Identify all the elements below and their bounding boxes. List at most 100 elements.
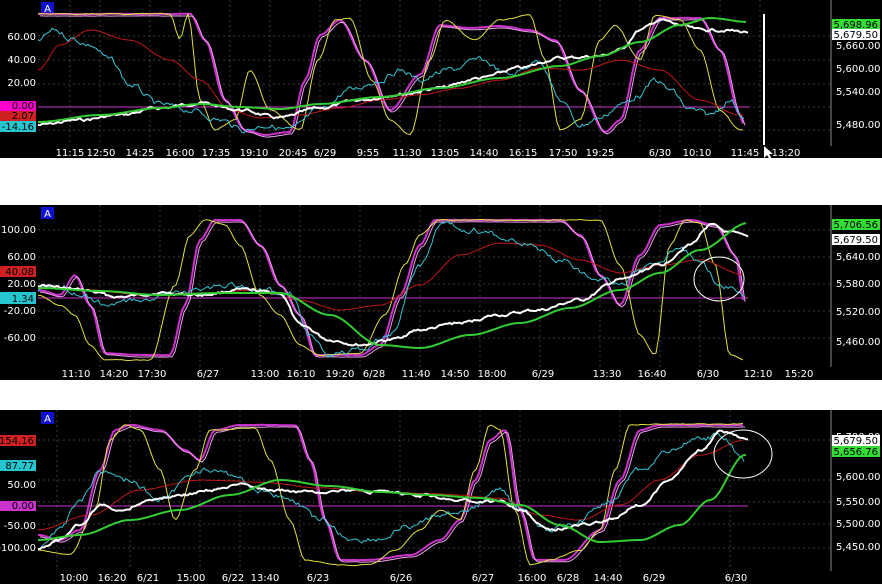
chart-panel-2: A 100.00 60.00 20.00 -20.00 -60.00 5,640.00 5,5… bbox=[0, 205, 882, 380]
x-tick-label: 16:20 bbox=[98, 573, 127, 584]
left-marker-red: 40.08 bbox=[5, 267, 34, 278]
x-tick-label: 17:50 bbox=[549, 148, 578, 158]
panel-badge-label: A bbox=[44, 4, 51, 15]
right-marker-price-bg bbox=[832, 435, 880, 446]
chart-panel-3: A100.0050.00-50.00-100.005,700.005,600.0… bbox=[0, 410, 882, 584]
x-tick-label: 16:40 bbox=[638, 369, 667, 380]
right-tick-label: 5,660.00 bbox=[836, 41, 881, 52]
x-tick-label: 13:00 bbox=[251, 369, 280, 380]
series-trend-ma bbox=[38, 17, 747, 123]
x-tick-label: 6/26 bbox=[390, 573, 412, 584]
chart-panel-1-canvas: A60.0040.0020.00-40.005,660.005,600.005,… bbox=[0, 0, 881, 158]
x-tick-label: 15:00 bbox=[177, 573, 206, 584]
circle-annotation bbox=[713, 429, 773, 479]
x-tick-label: 18:00 bbox=[478, 369, 507, 380]
panel-badge-bg bbox=[41, 412, 54, 424]
right-marker-green: 5,706.56 bbox=[833, 220, 878, 231]
x-tick-label: 14:20 bbox=[100, 369, 129, 380]
right-tick-label: 5,600.00 bbox=[836, 472, 881, 483]
x-tick-label: 15:20 bbox=[785, 369, 814, 380]
right-marker-green: 5,698.96 bbox=[833, 20, 878, 31]
right-marker-green-bg bbox=[832, 19, 880, 30]
x-tick-label: 6/30 bbox=[725, 573, 747, 584]
right-tick-label: 5,550.00 bbox=[836, 497, 881, 508]
left-marker-red: 154.16 bbox=[0, 436, 34, 447]
x-tick-label: 6/28 bbox=[557, 573, 579, 584]
x-tick-label: 9:55 bbox=[357, 148, 379, 158]
left-tick-label: 20.00 bbox=[7, 78, 36, 89]
x-tick-label: 13:40 bbox=[251, 573, 280, 584]
panel-badge-label: A bbox=[44, 414, 51, 425]
x-tick-label: 16:15 bbox=[509, 148, 538, 158]
series-moving-average bbox=[37, 29, 744, 119]
x-tick-label: 13:20 bbox=[772, 148, 801, 158]
right-tick-label: 5,450.00 bbox=[836, 542, 881, 553]
left-marker-zero-bg bbox=[0, 501, 36, 511]
panel-badge-bg bbox=[41, 207, 54, 219]
left-marker-zero-bg bbox=[0, 101, 36, 111]
x-tick-label: 16:00 bbox=[518, 573, 547, 584]
x-tick-label: 11:10 bbox=[62, 369, 91, 380]
left-tick-label: -60.00 bbox=[4, 333, 36, 344]
series-oscillator bbox=[37, 432, 745, 550]
left-marker-red-bg bbox=[0, 266, 36, 277]
panel-badge-bg bbox=[41, 2, 54, 14]
left-marker-cyan-bg bbox=[0, 292, 36, 304]
x-tick-label: 11:45 bbox=[731, 148, 760, 158]
left-marker-cyan: 1.34 bbox=[12, 294, 34, 305]
x-tick-label: 11:30 bbox=[393, 148, 422, 158]
right-tick-label: 5,580.00 bbox=[836, 279, 881, 290]
x-tick-label: 13:30 bbox=[593, 369, 622, 380]
right-marker-price: 5,679.50 bbox=[833, 235, 878, 246]
right-tick-label: 5,600.00 bbox=[836, 64, 881, 75]
series-stoch-slow bbox=[37, 423, 744, 562]
left-tick-label: 40.00 bbox=[7, 55, 36, 66]
right-tick-label: 5,520.00 bbox=[836, 307, 881, 318]
x-tick-label: 6/29 bbox=[314, 148, 336, 158]
left-marker-red-bg bbox=[0, 111, 36, 121]
x-tick-label: 6/28 bbox=[363, 369, 385, 380]
series-stoch-signal bbox=[39, 221, 746, 358]
x-tick-label: 10:00 bbox=[60, 573, 89, 584]
left-tick-label: 50.00 bbox=[7, 480, 36, 491]
series-oscillator bbox=[37, 221, 745, 358]
series-trend-ma bbox=[37, 454, 747, 543]
series-trend-ma bbox=[38, 222, 747, 349]
x-tick-label: 11:15 bbox=[56, 148, 85, 158]
right-tick-label: 5,500.00 bbox=[836, 519, 881, 530]
x-tick-label: 16:00 bbox=[166, 148, 195, 158]
x-tick-label: 6/29 bbox=[532, 369, 554, 380]
series-stoch-slow bbox=[37, 218, 744, 357]
x-tick-label: 17:30 bbox=[138, 369, 167, 380]
right-marker-price-bg bbox=[832, 29, 880, 40]
left-tick-label: 60.00 bbox=[7, 252, 36, 263]
left-tick-label: 60.00 bbox=[7, 32, 36, 43]
left-marker-zero: 0.00 bbox=[12, 501, 34, 512]
x-tick-label: 19:10 bbox=[240, 148, 269, 158]
left-marker-cyan-bg bbox=[0, 121, 36, 132]
x-tick-label: 6/22 bbox=[222, 573, 244, 584]
series-stoch-fast bbox=[37, 12, 743, 136]
series-stoch-signal bbox=[40, 15, 746, 138]
series-stoch-signal bbox=[39, 426, 745, 563]
x-tick-label: 19:25 bbox=[586, 148, 615, 158]
left-marker-zero: 0.00 bbox=[12, 101, 34, 112]
left-tick-label: 100.00 bbox=[1, 225, 36, 236]
left-tick-label: 20.00 bbox=[7, 279, 36, 290]
series-oscillator bbox=[37, 27, 745, 134]
right-marker-green-bg bbox=[832, 446, 880, 457]
x-tick-label: 14:25 bbox=[126, 148, 155, 158]
left-tick-label: -20.00 bbox=[4, 306, 36, 317]
left-marker-red-bg bbox=[0, 435, 36, 446]
right-marker-green: 5,656.76 bbox=[833, 447, 878, 458]
x-tick-label: 6/27 bbox=[472, 573, 494, 584]
x-tick-label: 20:45 bbox=[279, 148, 308, 158]
x-tick-label: 6/27 bbox=[197, 369, 219, 380]
chart-panel-2-canvas: A 100.00 60.00 20.00 -20.00 -60.00 5,640.00 5,5… bbox=[0, 205, 881, 380]
x-tick-label: 12:10 bbox=[744, 369, 773, 380]
right-tick-label: 5,640.00 bbox=[836, 252, 881, 263]
x-tick-label: 11:40 bbox=[402, 369, 431, 380]
left-marker-cyan: 87.77 bbox=[5, 461, 34, 472]
x-tick-label: 6/30 bbox=[697, 369, 719, 380]
x-tick-label: 14:40 bbox=[594, 573, 623, 584]
